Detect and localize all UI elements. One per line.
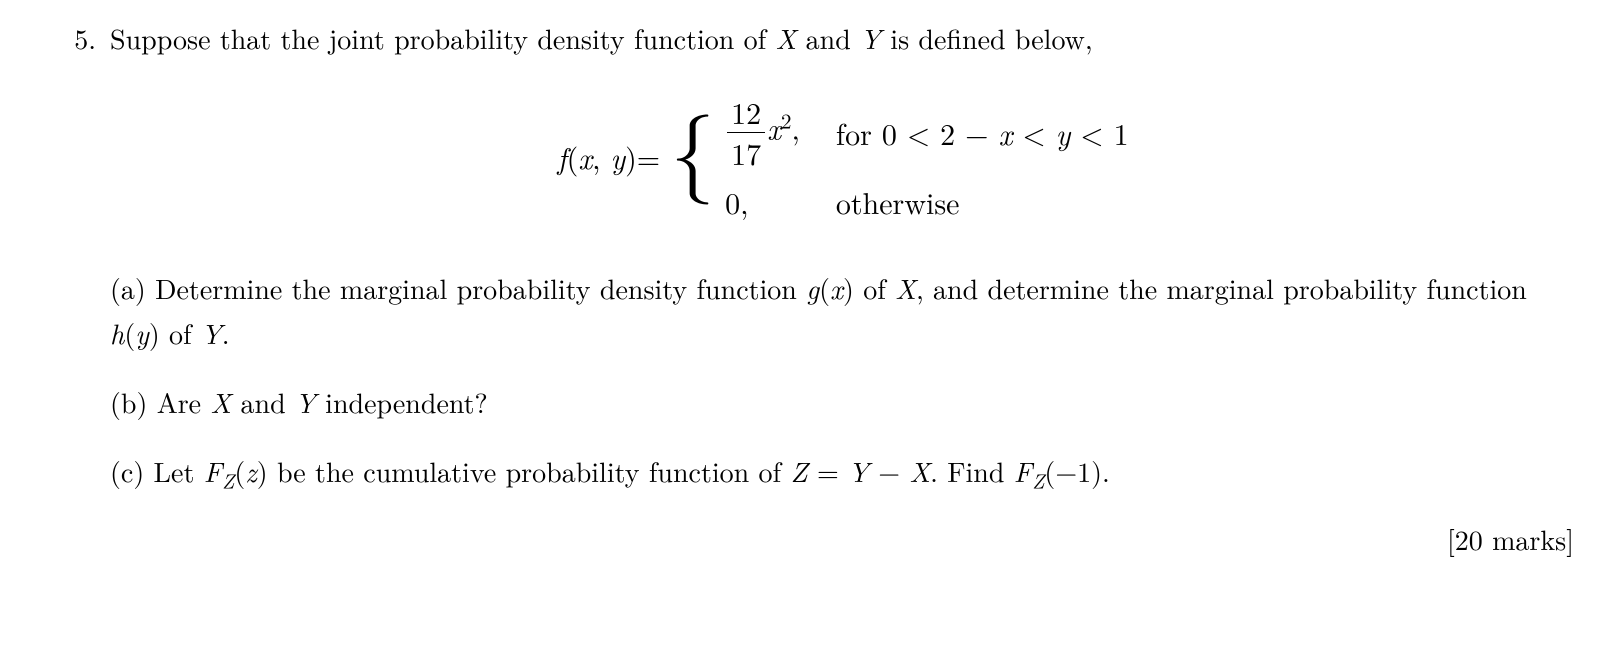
eq-case2-cond: otherwise bbox=[812, 178, 1133, 227]
eq-comma: , bbox=[592, 135, 610, 178]
equation-block: f(x, y) = { 12 17 x2, bbox=[110, 88, 1580, 227]
part-c-Fz-sub: Z bbox=[222, 465, 234, 494]
part-a-t4: of bbox=[160, 313, 201, 353]
problem-number: 5. bbox=[40, 20, 110, 558]
part-c: (c) Let FZ(z) be the cumulative probabil… bbox=[110, 449, 1580, 497]
part-a-Y: Y bbox=[201, 313, 222, 353]
eq-frac-den: 17 bbox=[727, 132, 765, 174]
part-a-g-arg: x bbox=[830, 268, 843, 308]
eq-case2-value: 0, bbox=[721, 178, 812, 227]
part-a-t1: Determine the marginal probability densi… bbox=[155, 268, 806, 308]
part-c-Fz: F bbox=[204, 451, 222, 491]
intro-var-X: X bbox=[776, 18, 797, 58]
part-c-Fz-open: ( bbox=[234, 451, 245, 491]
problem-intro: Suppose that the joint probability densi… bbox=[110, 20, 1580, 58]
eq-f: f bbox=[557, 135, 566, 178]
part-b-t3: independent? bbox=[316, 382, 488, 422]
part-c-X: X bbox=[909, 451, 930, 491]
intro-text-post: is defined below, bbox=[881, 18, 1093, 58]
marks-close: ] bbox=[1566, 519, 1574, 559]
part-a-h-close: ) bbox=[149, 313, 160, 353]
intro-var-Y: Y bbox=[860, 18, 881, 58]
part-a-label: (a) bbox=[110, 268, 155, 308]
eq-case-1: 12 17 x2, for 0 < 2 − x < y < 1 bbox=[721, 88, 1133, 178]
intro-text-mid: and bbox=[796, 18, 860, 58]
part-b-Y: Y bbox=[295, 382, 316, 422]
part-c-Y: Y bbox=[848, 451, 869, 491]
part-c-Fz2-close: ) bbox=[1091, 451, 1102, 491]
eq-cond-y: y bbox=[1056, 111, 1071, 154]
part-c-Fz-close: ) bbox=[257, 451, 268, 491]
eq-x: x bbox=[578, 135, 592, 178]
part-b-X: X bbox=[210, 382, 231, 422]
part-a-g-close: ) bbox=[843, 268, 854, 308]
eq-frac: 12 17 bbox=[727, 92, 765, 174]
problem-body: Suppose that the joint probability densi… bbox=[110, 20, 1580, 558]
part-c-Z: Z bbox=[790, 451, 807, 491]
eq-case1-value: 12 17 x2, bbox=[721, 88, 812, 178]
eq-frac-num: 12 bbox=[727, 92, 765, 133]
part-b-t2: and bbox=[231, 382, 295, 422]
eq-cond-pre: for bbox=[836, 111, 882, 154]
part-c-t3: . Find bbox=[930, 451, 1014, 491]
part-a-h-arg: y bbox=[135, 313, 149, 353]
eq-cond-math: 0 < 2 − x < y < 1 bbox=[882, 111, 1129, 154]
problem-row: 5. Suppose that the joint probability de… bbox=[40, 20, 1580, 558]
part-a: (a) Determine the marginal probability d… bbox=[110, 266, 1580, 356]
part-c-minus: − bbox=[869, 451, 909, 491]
intro-text-pre: Suppose that the joint probability densi… bbox=[110, 18, 776, 58]
part-c-t2: be the cumulative probability function o… bbox=[268, 451, 791, 491]
part-b: (b) Are X and Y independent? bbox=[110, 380, 1580, 425]
eq-case1-cond: for 0 < 2 − x < y < 1 bbox=[812, 88, 1133, 178]
part-c-label: (c) bbox=[110, 451, 154, 491]
part-c-Fz-arg: z bbox=[245, 451, 256, 491]
part-c-Fz2-arg: −1 bbox=[1055, 451, 1091, 491]
part-c-Fz2: F bbox=[1014, 451, 1032, 491]
part-a-t5: . bbox=[222, 313, 230, 353]
part-a-h-open: ( bbox=[124, 313, 135, 353]
part-c-eq: = bbox=[808, 451, 848, 491]
eq-equals: = bbox=[637, 137, 660, 178]
eq-case1-comma: , bbox=[792, 105, 800, 148]
part-a-g: g bbox=[806, 268, 819, 308]
eq-open: ( bbox=[567, 135, 579, 178]
equation: f(x, y) = { 12 17 x2, bbox=[557, 88, 1132, 227]
marks-line: [20 marks] bbox=[110, 521, 1580, 559]
eq-cases: 12 17 x2, for 0 < 2 − x < y < 1 0, other… bbox=[721, 88, 1133, 227]
marks-text: 20 marks bbox=[1455, 519, 1566, 559]
part-c-t4: . bbox=[1102, 451, 1110, 491]
part-c-t1: Let bbox=[154, 451, 204, 491]
part-c-Fz2-open: ( bbox=[1044, 451, 1055, 491]
eq-x2-exp: 2 bbox=[781, 105, 792, 135]
eq-y: y bbox=[611, 135, 626, 178]
exam-problem: 5. Suppose that the joint probability de… bbox=[0, 0, 1600, 578]
eq-brace: { bbox=[670, 115, 715, 196]
eq-x2-var: x bbox=[767, 105, 781, 148]
marks-open: [ bbox=[1447, 519, 1455, 559]
part-a-t3: , and determine the marginal probability… bbox=[916, 268, 1527, 308]
part-a-g-open: ( bbox=[819, 268, 830, 308]
part-c-Fz2-sub: Z bbox=[1032, 465, 1044, 494]
eq-lhs: f(x, y) bbox=[557, 137, 636, 178]
part-a-X: X bbox=[895, 268, 916, 308]
part-a-t2: of bbox=[854, 268, 895, 308]
eq-cond-x: x bbox=[998, 111, 1012, 154]
part-b-label: (b) bbox=[110, 382, 157, 422]
part-b-t1: Are bbox=[157, 382, 211, 422]
part-a-h: h bbox=[110, 313, 124, 353]
eq-case-2: 0, otherwise bbox=[721, 178, 1133, 227]
eq-close: ) bbox=[625, 135, 637, 178]
